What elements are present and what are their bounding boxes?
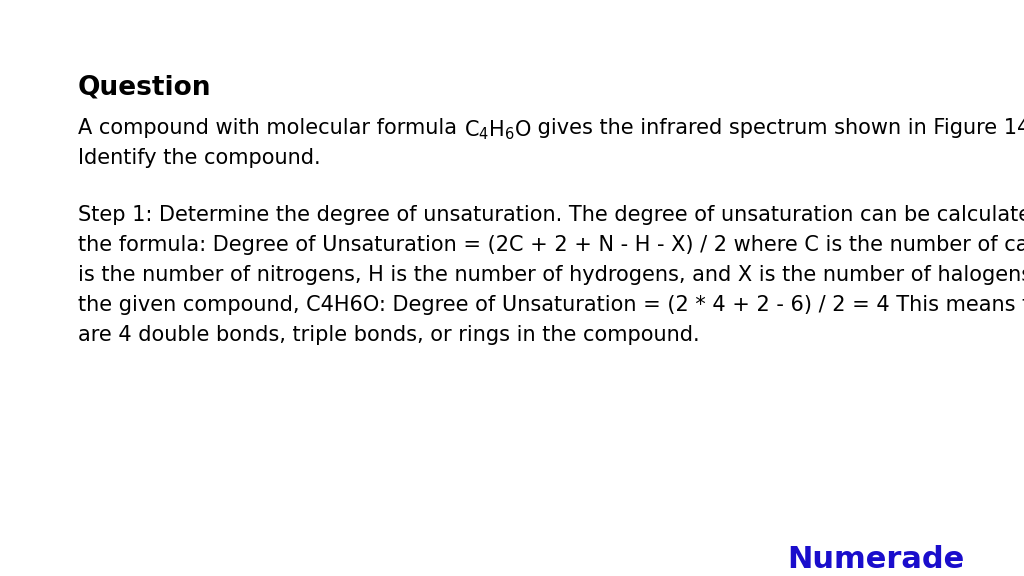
Text: $\mathregular{C_4H_6O}$: $\mathregular{C_4H_6O}$ xyxy=(464,118,531,142)
Text: Question: Question xyxy=(78,75,212,101)
Text: are 4 double bonds, triple bonds, or rings in the compound.: are 4 double bonds, triple bonds, or rin… xyxy=(78,325,699,345)
Text: Numerade: Numerade xyxy=(787,545,965,574)
Text: the formula: Degree of Unsaturation = (2C + 2 + N - H - X) / 2 where C is the nu: the formula: Degree of Unsaturation = (2… xyxy=(78,235,1024,255)
Text: A compound with molecular formula: A compound with molecular formula xyxy=(78,118,464,138)
Text: Identify the compound.: Identify the compound. xyxy=(78,148,321,168)
Text: the given compound, C4H6O: Degree of Unsaturation = (2 * 4 + 2 - 6) / 2 = 4 This: the given compound, C4H6O: Degree of Uns… xyxy=(78,295,1024,315)
Text: gives the infrared spectrum shown in Figure 14.34.: gives the infrared spectrum shown in Fig… xyxy=(531,118,1024,138)
Text: is the number of nitrogens, H is the number of hydrogens, and X is the number of: is the number of nitrogens, H is the num… xyxy=(78,265,1024,285)
Text: Step 1: Determine the degree of unsaturation. The degree of unsaturation can be : Step 1: Determine the degree of unsatura… xyxy=(78,205,1024,225)
